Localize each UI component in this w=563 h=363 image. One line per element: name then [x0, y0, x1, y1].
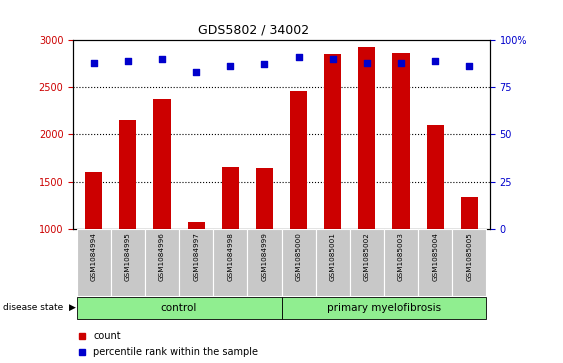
Bar — [282, 229, 316, 296]
Point — [465, 64, 474, 69]
Text: GSM1084996: GSM1084996 — [159, 232, 165, 281]
Bar — [119, 120, 136, 229]
Text: GSM1085002: GSM1085002 — [364, 232, 370, 281]
Text: GSM1085004: GSM1085004 — [432, 232, 438, 281]
Bar — [384, 229, 418, 296]
Bar — [461, 197, 478, 229]
Text: GDS5802 / 34002: GDS5802 / 34002 — [198, 24, 309, 37]
Bar — [247, 229, 282, 296]
Bar — [256, 168, 273, 229]
Text: GSM1084999: GSM1084999 — [261, 232, 267, 281]
Text: count: count — [93, 331, 121, 341]
Point — [260, 62, 269, 68]
Point — [431, 58, 440, 64]
Text: GSM1084995: GSM1084995 — [125, 232, 131, 281]
Bar — [316, 229, 350, 296]
Text: control: control — [161, 303, 197, 313]
Text: GSM1084994: GSM1084994 — [91, 232, 97, 281]
Text: primary myelofibrosis: primary myelofibrosis — [327, 303, 441, 313]
Point — [191, 69, 200, 75]
Text: GSM1085005: GSM1085005 — [466, 232, 472, 281]
Bar — [222, 167, 239, 229]
Text: GSM1085000: GSM1085000 — [296, 232, 302, 281]
Bar — [427, 125, 444, 229]
Bar — [392, 53, 409, 229]
Bar — [154, 99, 171, 229]
Bar — [418, 229, 452, 296]
Bar — [452, 229, 486, 296]
Point — [328, 56, 337, 62]
Point — [226, 64, 235, 69]
Point — [123, 58, 132, 64]
Text: GSM1085003: GSM1085003 — [398, 232, 404, 281]
Bar — [213, 229, 247, 296]
Bar — [290, 91, 307, 229]
Bar — [77, 297, 282, 319]
Text: GSM1084998: GSM1084998 — [227, 232, 233, 281]
Point — [363, 60, 372, 65]
Bar — [350, 229, 384, 296]
Point — [294, 54, 303, 60]
Bar — [187, 221, 205, 229]
Point — [89, 60, 98, 65]
Bar — [282, 297, 486, 319]
Bar — [111, 229, 145, 296]
Bar — [358, 48, 376, 229]
Text: GSM1085001: GSM1085001 — [330, 232, 336, 281]
Bar — [179, 229, 213, 296]
Bar — [85, 172, 102, 229]
Text: disease state  ▶: disease state ▶ — [3, 303, 75, 312]
Bar — [324, 54, 341, 229]
Text: GSM1084997: GSM1084997 — [193, 232, 199, 281]
Bar — [77, 229, 111, 296]
Text: percentile rank within the sample: percentile rank within the sample — [93, 347, 258, 357]
Bar — [145, 229, 179, 296]
Point — [158, 56, 167, 62]
Point — [396, 60, 405, 65]
